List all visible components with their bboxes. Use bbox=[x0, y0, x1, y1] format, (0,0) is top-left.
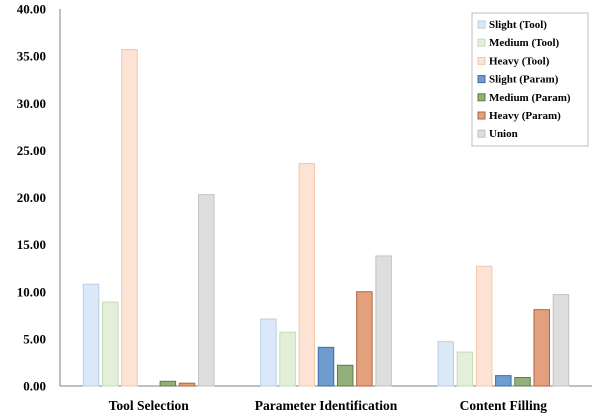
y-tick-label: 30.00 bbox=[17, 96, 46, 111]
category-label: Content Filling bbox=[460, 398, 548, 413]
bar bbox=[475, 265, 493, 387]
legend-swatch bbox=[477, 111, 486, 120]
bar bbox=[82, 283, 100, 387]
bar bbox=[102, 301, 119, 387]
legend-swatch bbox=[477, 56, 486, 65]
legend-label: Heavy (Tool) bbox=[489, 55, 550, 67]
bar bbox=[178, 382, 196, 387]
bar bbox=[356, 291, 373, 387]
y-tick-label: 25.00 bbox=[17, 143, 46, 158]
y-tick-label: 35.00 bbox=[17, 49, 46, 64]
category-label: Tool Selection bbox=[109, 398, 190, 413]
legend-swatch bbox=[477, 129, 486, 138]
bar bbox=[437, 341, 454, 387]
category-labels: Tool Selection Parameter Identification Co… bbox=[109, 398, 548, 413]
y-tick-labels: 0.00 5.00 10.00 15.00 20.00 25.00 30.00 35.00 40… bbox=[17, 2, 46, 394]
bar bbox=[456, 351, 474, 387]
bar bbox=[121, 49, 138, 387]
y-tick-label: 15.00 bbox=[17, 237, 46, 252]
bar bbox=[198, 194, 215, 387]
legend-label: Slight (Param) bbox=[489, 74, 559, 86]
category-label: Parameter Identification bbox=[255, 398, 398, 413]
bar bbox=[260, 318, 277, 387]
bar bbox=[279, 331, 296, 387]
legend-label: Slight (Tool) bbox=[489, 19, 547, 31]
legend-swatch bbox=[477, 93, 486, 102]
bar bbox=[552, 294, 570, 387]
y-tick-label: 40.00 bbox=[17, 2, 46, 17]
y-tick-label: 20.00 bbox=[17, 190, 46, 205]
legend: Slight (Tool) Medium (Tool) Heavy (Tool) Sl… bbox=[471, 12, 589, 147]
bar bbox=[159, 380, 177, 387]
legend-swatch bbox=[477, 75, 486, 84]
legend-label: Medium (Tool) bbox=[489, 37, 560, 49]
legend-swatch bbox=[477, 20, 486, 29]
y-tick-label: 10.00 bbox=[17, 284, 46, 299]
legend-label: Medium (Param) bbox=[489, 92, 571, 104]
bar bbox=[533, 309, 550, 387]
bar bbox=[336, 364, 354, 387]
y-tick-label: 5.00 bbox=[23, 331, 46, 346]
y-tick-label: 0.00 bbox=[23, 379, 46, 394]
legend-label: Heavy (Param) bbox=[489, 110, 561, 122]
bars bbox=[82, 49, 570, 387]
legend-box bbox=[471, 12, 589, 147]
bar bbox=[514, 377, 531, 387]
bar bbox=[298, 163, 316, 387]
bar bbox=[495, 375, 512, 387]
bar bbox=[375, 255, 392, 387]
legend-label: Union bbox=[489, 128, 518, 140]
bar bbox=[317, 346, 335, 387]
legend-swatch bbox=[477, 38, 486, 47]
